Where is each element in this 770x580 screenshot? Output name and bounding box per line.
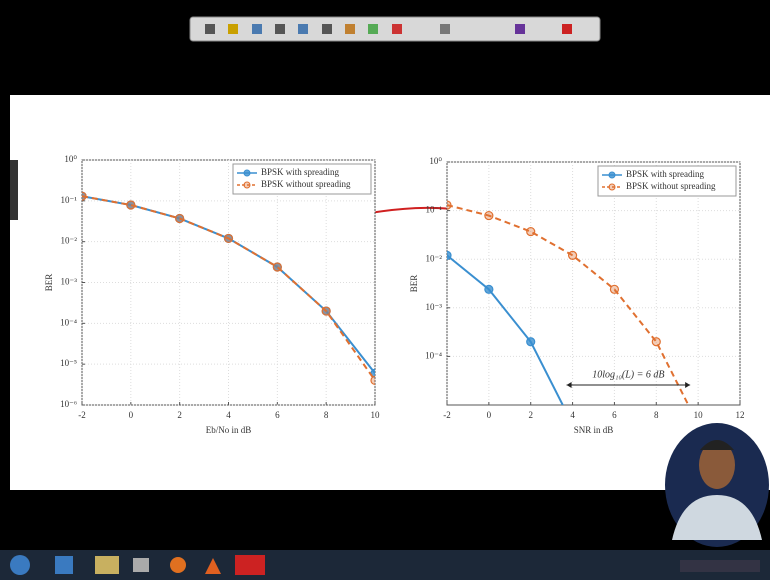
x-tick-label: 0 — [487, 410, 492, 420]
y-tick-label: 10⁻⁴ — [60, 317, 77, 327]
data-point — [322, 307, 330, 315]
y-tick-label: 10⁻⁵ — [60, 358, 77, 368]
chart: -2 0 2 4 6 8 10 12 10⁰ 10⁻¹ 10⁻² 10⁻³ 10⁻⁴ SNR in dB B… — [409, 156, 744, 435]
x-tick-label: -2 — [443, 410, 451, 420]
data-point — [176, 214, 184, 222]
chart: -2 0 2 4 6 8 10 10⁰ 10⁻¹ 10⁻² 10⁻³ 10⁻⁴ 10⁻⁵ 10⁻⁶ Eb/N… — [44, 154, 380, 435]
x-tick-label: 6 — [612, 410, 617, 420]
y-tick-label: 10⁻¹ — [61, 195, 78, 205]
data-point — [527, 228, 535, 236]
legend-marker — [244, 182, 250, 188]
data-point — [127, 201, 135, 209]
y-tick-label: 10⁻¹ — [426, 205, 443, 215]
side-tab — [10, 160, 18, 220]
x-tick-label: 10 — [371, 410, 381, 420]
y-tick-label: 10⁻⁴ — [425, 350, 442, 360]
data-point — [485, 285, 493, 293]
x-tick-label: -2 — [78, 410, 86, 420]
webcam — [665, 423, 769, 547]
y-tick-label: 10⁻² — [61, 236, 78, 246]
x-axis-label: Eb/No in dB — [206, 425, 252, 435]
pen-toolbar — [190, 17, 600, 41]
y-tick-label: 10⁰ — [64, 154, 77, 164]
y-axis-label: BER — [409, 275, 419, 293]
y-tick-label: 10⁻³ — [61, 277, 78, 287]
data-point — [569, 251, 577, 259]
x-tick-label: 8 — [324, 410, 329, 420]
x-tick-label: 4 — [570, 410, 575, 420]
y-tick-label: 10⁻⁶ — [60, 399, 77, 409]
data-point — [225, 234, 233, 242]
y-tick-label: 10⁰ — [429, 156, 442, 166]
legend-marker — [609, 172, 615, 178]
screen: -2 0 2 4 6 8 10 10⁰ 10⁻¹ 10⁻² 10⁻³ 10⁻⁴ 10⁻⁵ 10⁻⁶ Eb/N… — [0, 0, 770, 580]
legend-label: BPSK with spreading — [626, 169, 705, 179]
x-tick-label: 2 — [177, 410, 182, 420]
x-tick-label: 8 — [654, 410, 659, 420]
legend-label: BPSK without spreading — [626, 181, 716, 191]
x-axis-label: SNR in dB — [574, 425, 614, 435]
x-tick-label: 0 — [129, 410, 134, 420]
x-tick-label: 10 — [694, 410, 704, 420]
x-tick-label: 12 — [736, 410, 745, 420]
y-axis-label: BER — [44, 274, 54, 292]
y-tick-label: 10⁻³ — [426, 302, 443, 312]
data-point — [652, 338, 660, 346]
x-tick-label: 4 — [226, 410, 231, 420]
y-tick-label: 10⁻² — [426, 253, 443, 263]
data-point — [485, 212, 493, 220]
data-point — [610, 285, 618, 293]
legend-marker — [609, 184, 615, 190]
annotation: 10log₁₀(L) = 6 dB — [592, 369, 664, 380]
legend-label: BPSK with spreading — [261, 167, 340, 177]
legend-marker — [244, 170, 250, 176]
x-tick-label: 6 — [275, 410, 280, 420]
data-point — [273, 263, 281, 271]
data-point — [527, 338, 535, 346]
x-tick-label: 2 — [528, 410, 533, 420]
page: -2 0 2 4 6 8 10 10⁰ 10⁻¹ 10⁻² 10⁻³ 10⁻⁴ 10⁻⁵ 10⁻⁶ Eb/N… — [0, 0, 770, 580]
taskbar — [0, 550, 770, 580]
legend-label: BPSK without spreading — [261, 179, 351, 189]
